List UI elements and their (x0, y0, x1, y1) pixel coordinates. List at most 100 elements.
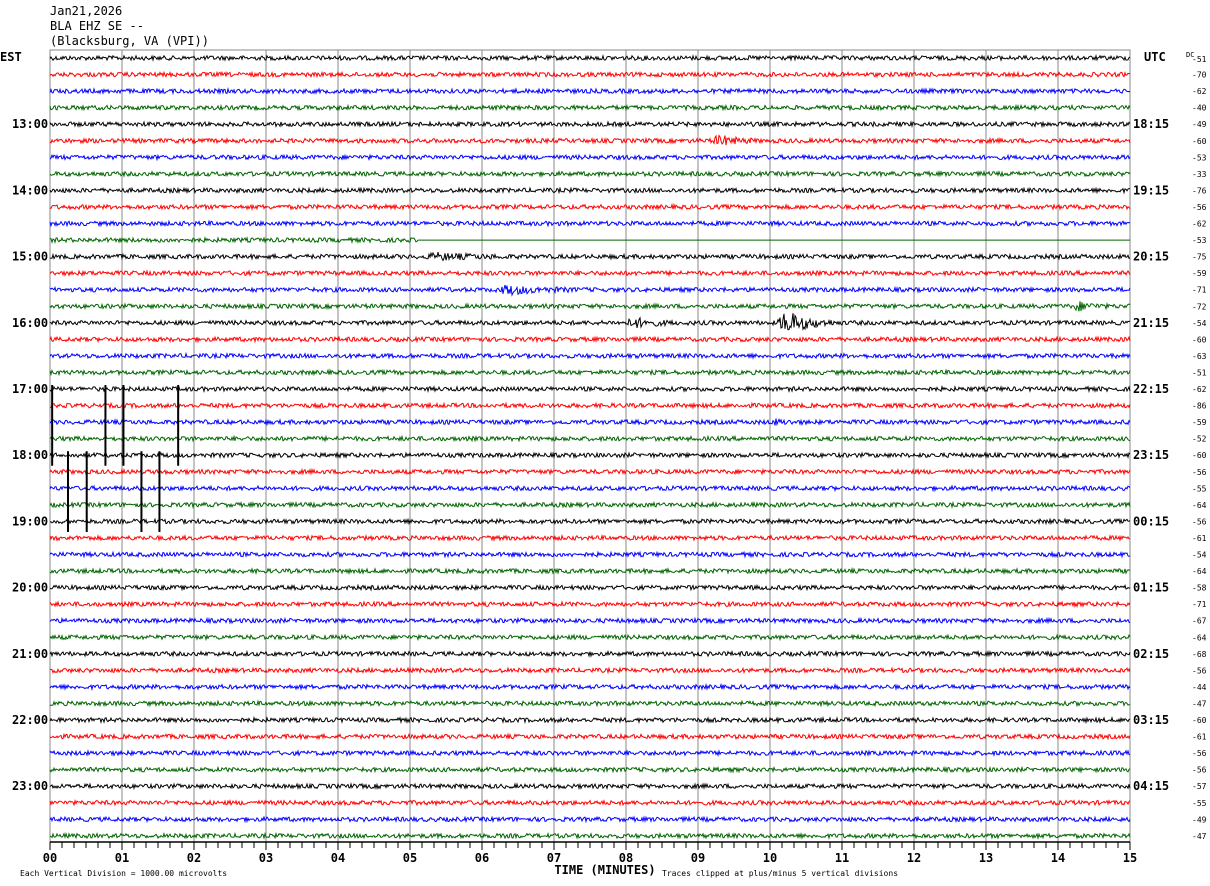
trace-row (49, 533, 1131, 542)
utc-time-label: 20:15 (1133, 250, 1169, 264)
trace-row (49, 134, 1131, 146)
dc-offset-label: -56 (1192, 517, 1207, 526)
dc-offset-label: -49 (1192, 815, 1207, 824)
trace-row (49, 616, 1131, 625)
dc-offset-label: -64 (1192, 567, 1207, 576)
trace-row (49, 434, 1131, 443)
dc-offset-label: -61 (1192, 733, 1207, 742)
x-tick-label: 06 (475, 851, 489, 865)
trace-row (50, 251, 1131, 262)
trace-row (49, 749, 1131, 758)
utc-time-label: 02:15 (1133, 647, 1169, 661)
x-tick-label: 15 (1123, 851, 1137, 865)
dc-offset-label: -56 (1192, 766, 1207, 775)
trace-row (49, 236, 1130, 245)
x-tick-label: 09 (691, 851, 705, 865)
dc-offset-label: -71 (1192, 600, 1207, 609)
trace-row (49, 451, 1131, 460)
trace-row (49, 666, 1131, 675)
dc-offset-label: -71 (1192, 286, 1207, 295)
dc-offset-label: -72 (1192, 302, 1207, 311)
utc-time-label: 01:15 (1133, 581, 1169, 595)
dc-offset-label: -60 (1192, 137, 1207, 146)
trace-row (49, 103, 1131, 112)
trace-row (49, 70, 1131, 79)
dc-offset-label: -56 (1192, 203, 1207, 212)
trace-row (49, 120, 1131, 129)
trace-row (49, 186, 1130, 195)
x-tick-label: 03 (259, 851, 273, 865)
x-tick-label: 04 (331, 851, 345, 865)
trace-row (49, 699, 1131, 708)
trace-row (49, 153, 1131, 162)
dc-offset-label: -70 (1192, 71, 1207, 80)
trace-row (49, 600, 1131, 609)
trace-row (49, 313, 1131, 331)
station-label: BLA EHZ SE -- (50, 19, 144, 33)
trace-row (49, 765, 1131, 774)
trace-row (49, 550, 1130, 559)
clip-note: Traces clipped at plus/minus 5 vertical … (662, 869, 898, 878)
x-tick-label: 08 (619, 851, 633, 865)
trace-row (49, 368, 1131, 377)
dc-offset-label: -62 (1192, 87, 1207, 96)
dc-offset-label: -86 (1192, 402, 1207, 411)
x-tick-label: 01 (115, 851, 129, 865)
trace-row (49, 335, 1131, 344)
dc-offset-label: -49 (1192, 120, 1207, 129)
dc-offset-label: -64 (1192, 501, 1207, 510)
utc-time-label: 21:15 (1133, 316, 1169, 330)
dc-offset-label: -47 (1192, 832, 1207, 841)
dc-label: DC (1186, 51, 1194, 59)
x-tick-label: 00 (43, 851, 57, 865)
dc-offset-label: -68 (1192, 650, 1207, 659)
trace-row (49, 86, 1131, 96)
trace-row (49, 566, 1131, 576)
dc-offset-label: -64 (1192, 633, 1207, 642)
dc-offset-label: -53 (1192, 236, 1207, 245)
utc-time-label: 19:15 (1133, 183, 1169, 197)
trace-row (49, 500, 1131, 509)
est-label: EST (0, 50, 22, 64)
trace-row (49, 815, 1131, 824)
est-time-label: 21:00 (12, 647, 48, 661)
x-tick-label: 13 (979, 851, 993, 865)
trace-row (49, 649, 1131, 658)
x-tick-label: 10 (763, 851, 777, 865)
dc-offset-label: -56 (1192, 666, 1207, 675)
dc-offset-label: -52 (1192, 435, 1207, 444)
trace-row (49, 351, 1131, 361)
dc-offset-label: -40 (1192, 104, 1207, 113)
trace-row (49, 484, 1131, 493)
dc-offset-label: -51 (1192, 55, 1207, 64)
dc-offset-label: -59 (1192, 418, 1207, 427)
trace-row (49, 418, 1131, 427)
x-tick-label: 07 (547, 851, 561, 865)
trace-row (49, 269, 1131, 278)
x-tick-label: 12 (907, 851, 921, 865)
dc-offset-label: -55 (1192, 484, 1207, 493)
utc-time-label: 03:15 (1133, 713, 1169, 727)
trace-row (49, 169, 1131, 178)
trace-row (49, 633, 1131, 642)
trace-row (49, 467, 1131, 476)
trace-row (49, 284, 1131, 297)
dc-offset-label: -61 (1192, 534, 1207, 543)
dc-offset-label: -60 (1192, 716, 1207, 725)
dc-offset-label: -54 (1192, 551, 1207, 560)
x-axis-title: TIME (MINUTES) (554, 863, 655, 877)
est-time-label: 20:00 (12, 581, 48, 595)
trace-row (49, 202, 1131, 212)
utc-time-label: 23:15 (1133, 448, 1169, 462)
dc-offset-label: -33 (1192, 170, 1207, 179)
est-time-label: 19:00 (12, 514, 48, 528)
plot-frame (49, 49, 1131, 843)
date-label: Jan21,2026 (50, 4, 123, 18)
dc-offset-label: -63 (1192, 352, 1207, 361)
trace-row (49, 219, 1131, 228)
trace-row (49, 716, 1131, 725)
dc-offset-label: -47 (1192, 699, 1207, 708)
trace-row (49, 782, 1131, 791)
est-time-label: 14:00 (12, 183, 48, 197)
